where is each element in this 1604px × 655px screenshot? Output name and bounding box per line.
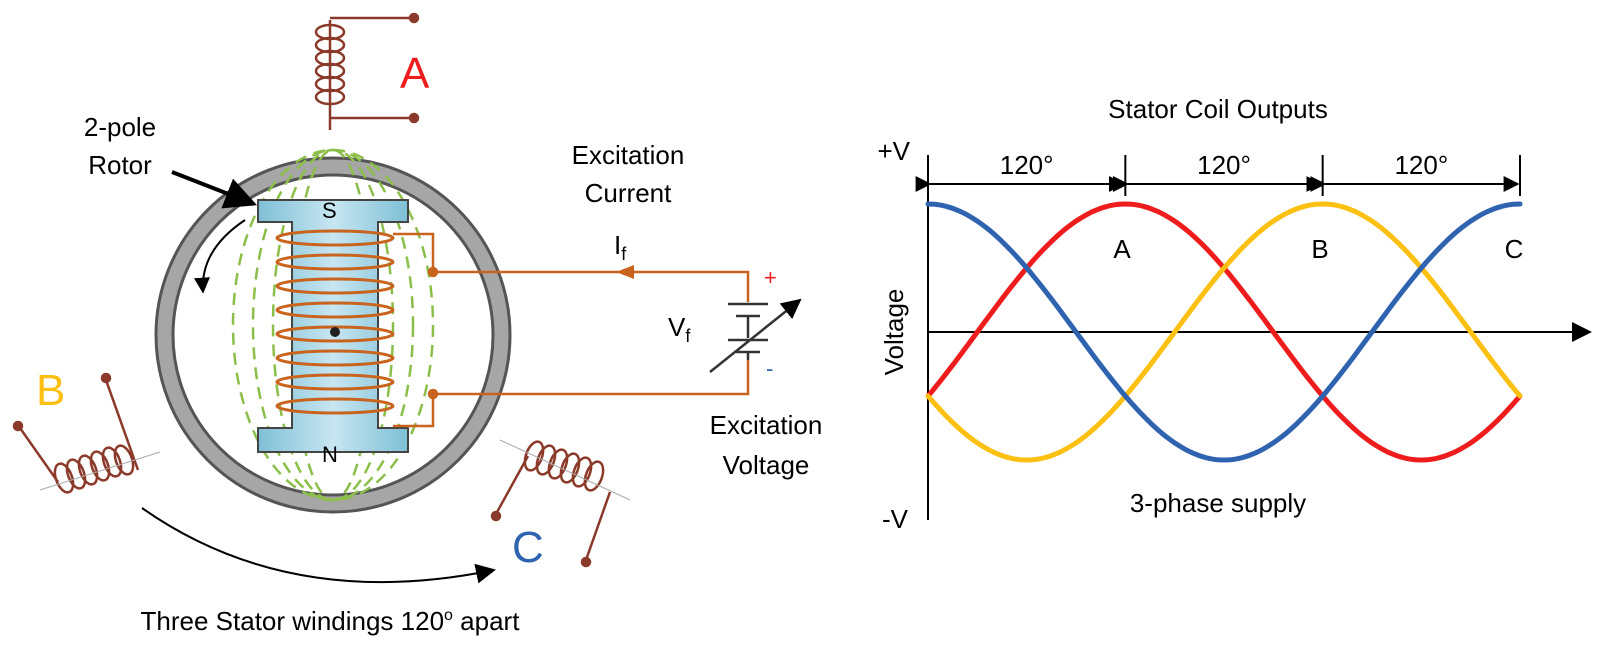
rotation-arrow (194, 219, 246, 294)
winding-a-label: A (400, 49, 430, 98)
machine-caption: Three Stator windings 120o apart (141, 606, 521, 636)
excitation-battery (709, 298, 802, 373)
rotor-label-line1: 2-pole (84, 112, 156, 142)
ymax-label: +V (877, 136, 910, 166)
pole-s-label: S (322, 198, 337, 223)
phase-labels: A B C (1113, 234, 1523, 264)
vf-label: Vf (668, 312, 691, 346)
ymin-label: -V (882, 504, 909, 534)
stator-winding-a (314, 12, 420, 130)
if-label: If (614, 230, 627, 264)
sweep-arrow (141, 507, 496, 584)
pole-n-label: N (322, 442, 338, 467)
phase-curve-c (925, 201, 1523, 463)
stator-winding-b (12, 372, 161, 494)
excitation-current-line2: Current (585, 178, 672, 208)
phase-label-b: B (1311, 234, 1328, 264)
excitation-circuit (393, 232, 750, 428)
chart-title: Stator Coil Outputs (1108, 94, 1328, 124)
excitation-voltage-line1: Excitation (710, 410, 823, 440)
phase-span-markers: 120° 120° 120° (915, 150, 1521, 196)
phase-label-c: C (1505, 234, 1524, 264)
excitation-current-line1: Excitation (572, 140, 685, 170)
rotor-winding (275, 229, 395, 415)
current-arrow-head (616, 265, 634, 279)
rotor-axis (330, 327, 340, 337)
rotor-pointer-arrow (171, 170, 257, 209)
excitation-voltage-line2: Voltage (723, 450, 810, 480)
plus-sign: + (764, 265, 777, 290)
phase-label-a: A (1113, 234, 1131, 264)
stator-output-chart: Stator Coil Outputs +V -V Voltage 120° 12… (877, 94, 1592, 534)
stator-winding-c (490, 439, 631, 568)
chart-caption: 3-phase supply (1130, 488, 1306, 518)
generator-machine: A S N (12, 12, 823, 636)
winding-c-label: C (512, 523, 544, 572)
winding-b-label: B (36, 366, 65, 415)
span-label: 120° (1394, 150, 1448, 180)
phase-curves (925, 201, 1523, 463)
span-label: 120° (1197, 150, 1251, 180)
span-label: 120° (1000, 150, 1054, 180)
rotor-label-line2: Rotor (88, 150, 152, 180)
minus-sign: - (766, 356, 773, 381)
y-axis-label: Voltage (879, 289, 909, 376)
